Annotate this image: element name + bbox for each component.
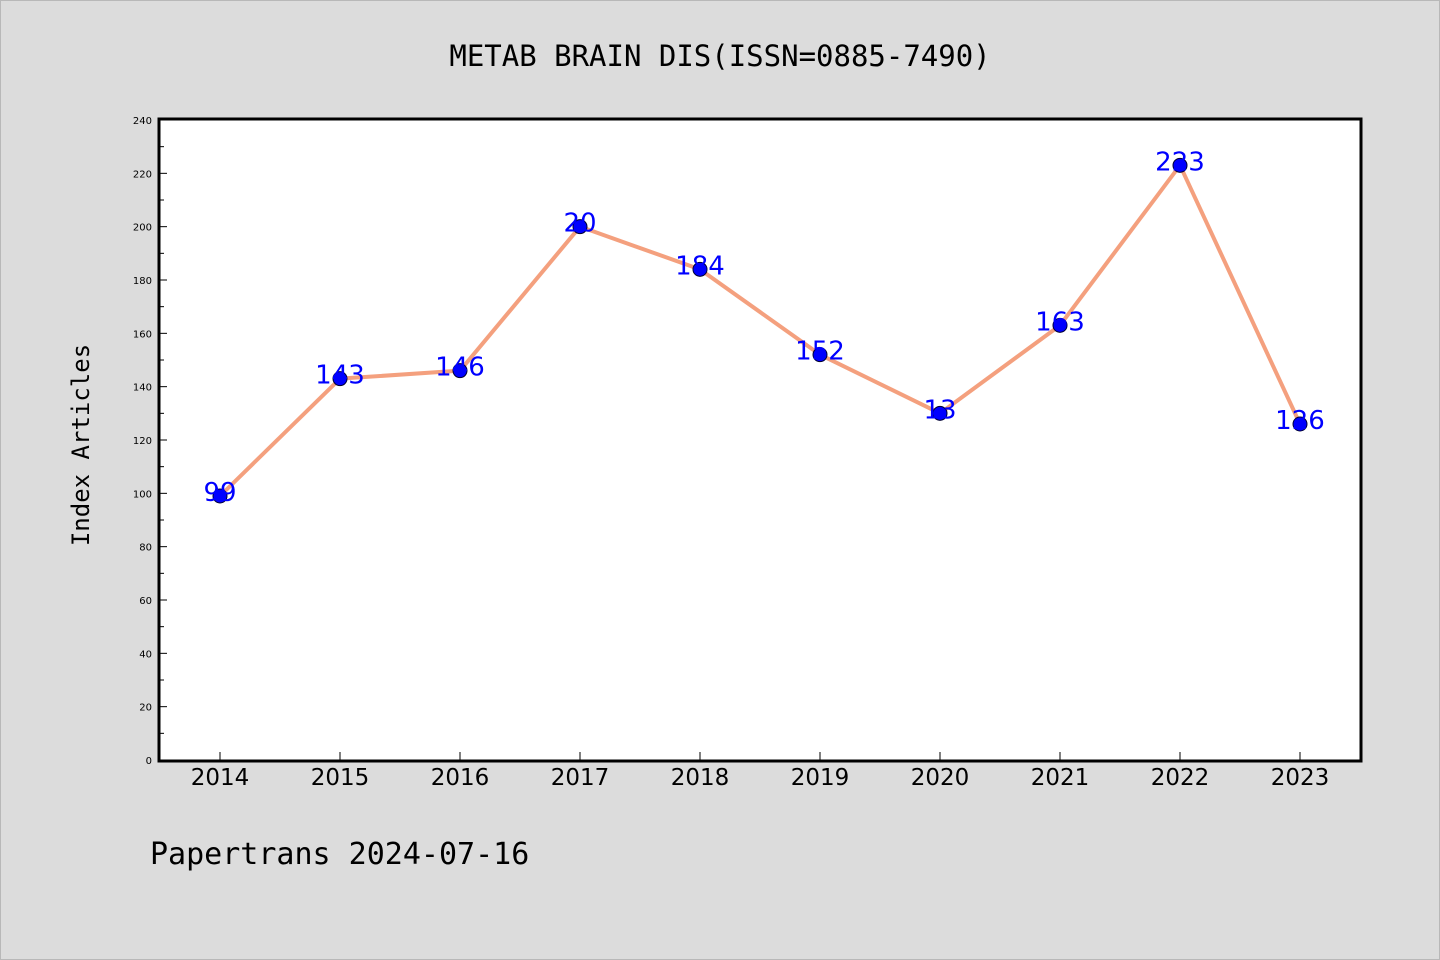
x-tick-label: 2023 bbox=[1271, 765, 1330, 791]
y-axis: 0 20 40 60 80 100 120 140 160 180 200 220 240 bbox=[133, 116, 167, 767]
y-tick-label: 220 bbox=[133, 169, 152, 180]
y-tick-label: 160 bbox=[133, 329, 152, 340]
x-tick-label: 2022 bbox=[1151, 765, 1210, 791]
data-label: 99 bbox=[203, 478, 236, 508]
x-tick-label: 2020 bbox=[911, 765, 970, 791]
data-point bbox=[812, 347, 828, 363]
x-tick-label: 2016 bbox=[431, 765, 490, 791]
chart-title: METAB BRAIN DIS(ISSN=0885-7490) bbox=[449, 39, 990, 73]
y-tick-label: 0 bbox=[146, 756, 152, 767]
y-tick-label: 60 bbox=[139, 596, 152, 607]
data-point bbox=[692, 261, 708, 277]
data-point bbox=[332, 371, 348, 387]
data-label: 184 bbox=[675, 251, 725, 281]
data-label: 163 bbox=[1035, 307, 1085, 337]
data-label: 146 bbox=[435, 353, 485, 383]
plot-area bbox=[157, 117, 1363, 763]
y-tick-label: 200 bbox=[133, 223, 152, 234]
x-tick-label: 2017 bbox=[551, 765, 610, 791]
data-label: 223 bbox=[1155, 147, 1205, 177]
data-point bbox=[572, 219, 588, 235]
data-label: 143 bbox=[315, 361, 365, 391]
x-tick-label: 2019 bbox=[791, 765, 850, 791]
y-tick-label: 80 bbox=[139, 543, 152, 554]
x-tick-label: 2015 bbox=[311, 765, 370, 791]
y-tick-label: 240 bbox=[133, 116, 152, 127]
x-axis: 2014 2015 2016 2017 2018 2019 2020 2021 2022 2023 bbox=[191, 752, 1330, 791]
y-tick-label: 120 bbox=[133, 436, 152, 447]
data-labels: 99 143 146 20 184 152 13 163 223 126 bbox=[203, 147, 1324, 508]
data-point bbox=[932, 405, 948, 421]
data-label: 152 bbox=[795, 337, 845, 367]
y-tick-label: 140 bbox=[133, 383, 152, 394]
x-tick-label: 2021 bbox=[1031, 765, 1090, 791]
data-point bbox=[1052, 317, 1068, 333]
data-label: 126 bbox=[1275, 406, 1325, 436]
data-label: 13 bbox=[923, 395, 956, 425]
x-tick-label: 2018 bbox=[671, 765, 730, 791]
footer-text: Papertrans 2024-07-16 bbox=[150, 837, 529, 872]
y-tick-label: 20 bbox=[139, 703, 152, 714]
y-tick-label: 180 bbox=[133, 276, 152, 287]
data-point bbox=[1292, 416, 1308, 432]
data-label: 20 bbox=[563, 209, 596, 239]
series-markers bbox=[212, 157, 1308, 504]
data-point bbox=[452, 363, 468, 379]
data-point bbox=[212, 488, 228, 504]
y-tick-label: 40 bbox=[139, 649, 152, 660]
series-line bbox=[218, 163, 1302, 498]
y-axis-label: Index Articles bbox=[67, 344, 95, 546]
data-point bbox=[1172, 157, 1188, 173]
x-tick-label: 2014 bbox=[191, 765, 250, 791]
series-line-path bbox=[218, 163, 1302, 498]
y-tick-label: 100 bbox=[133, 489, 152, 500]
